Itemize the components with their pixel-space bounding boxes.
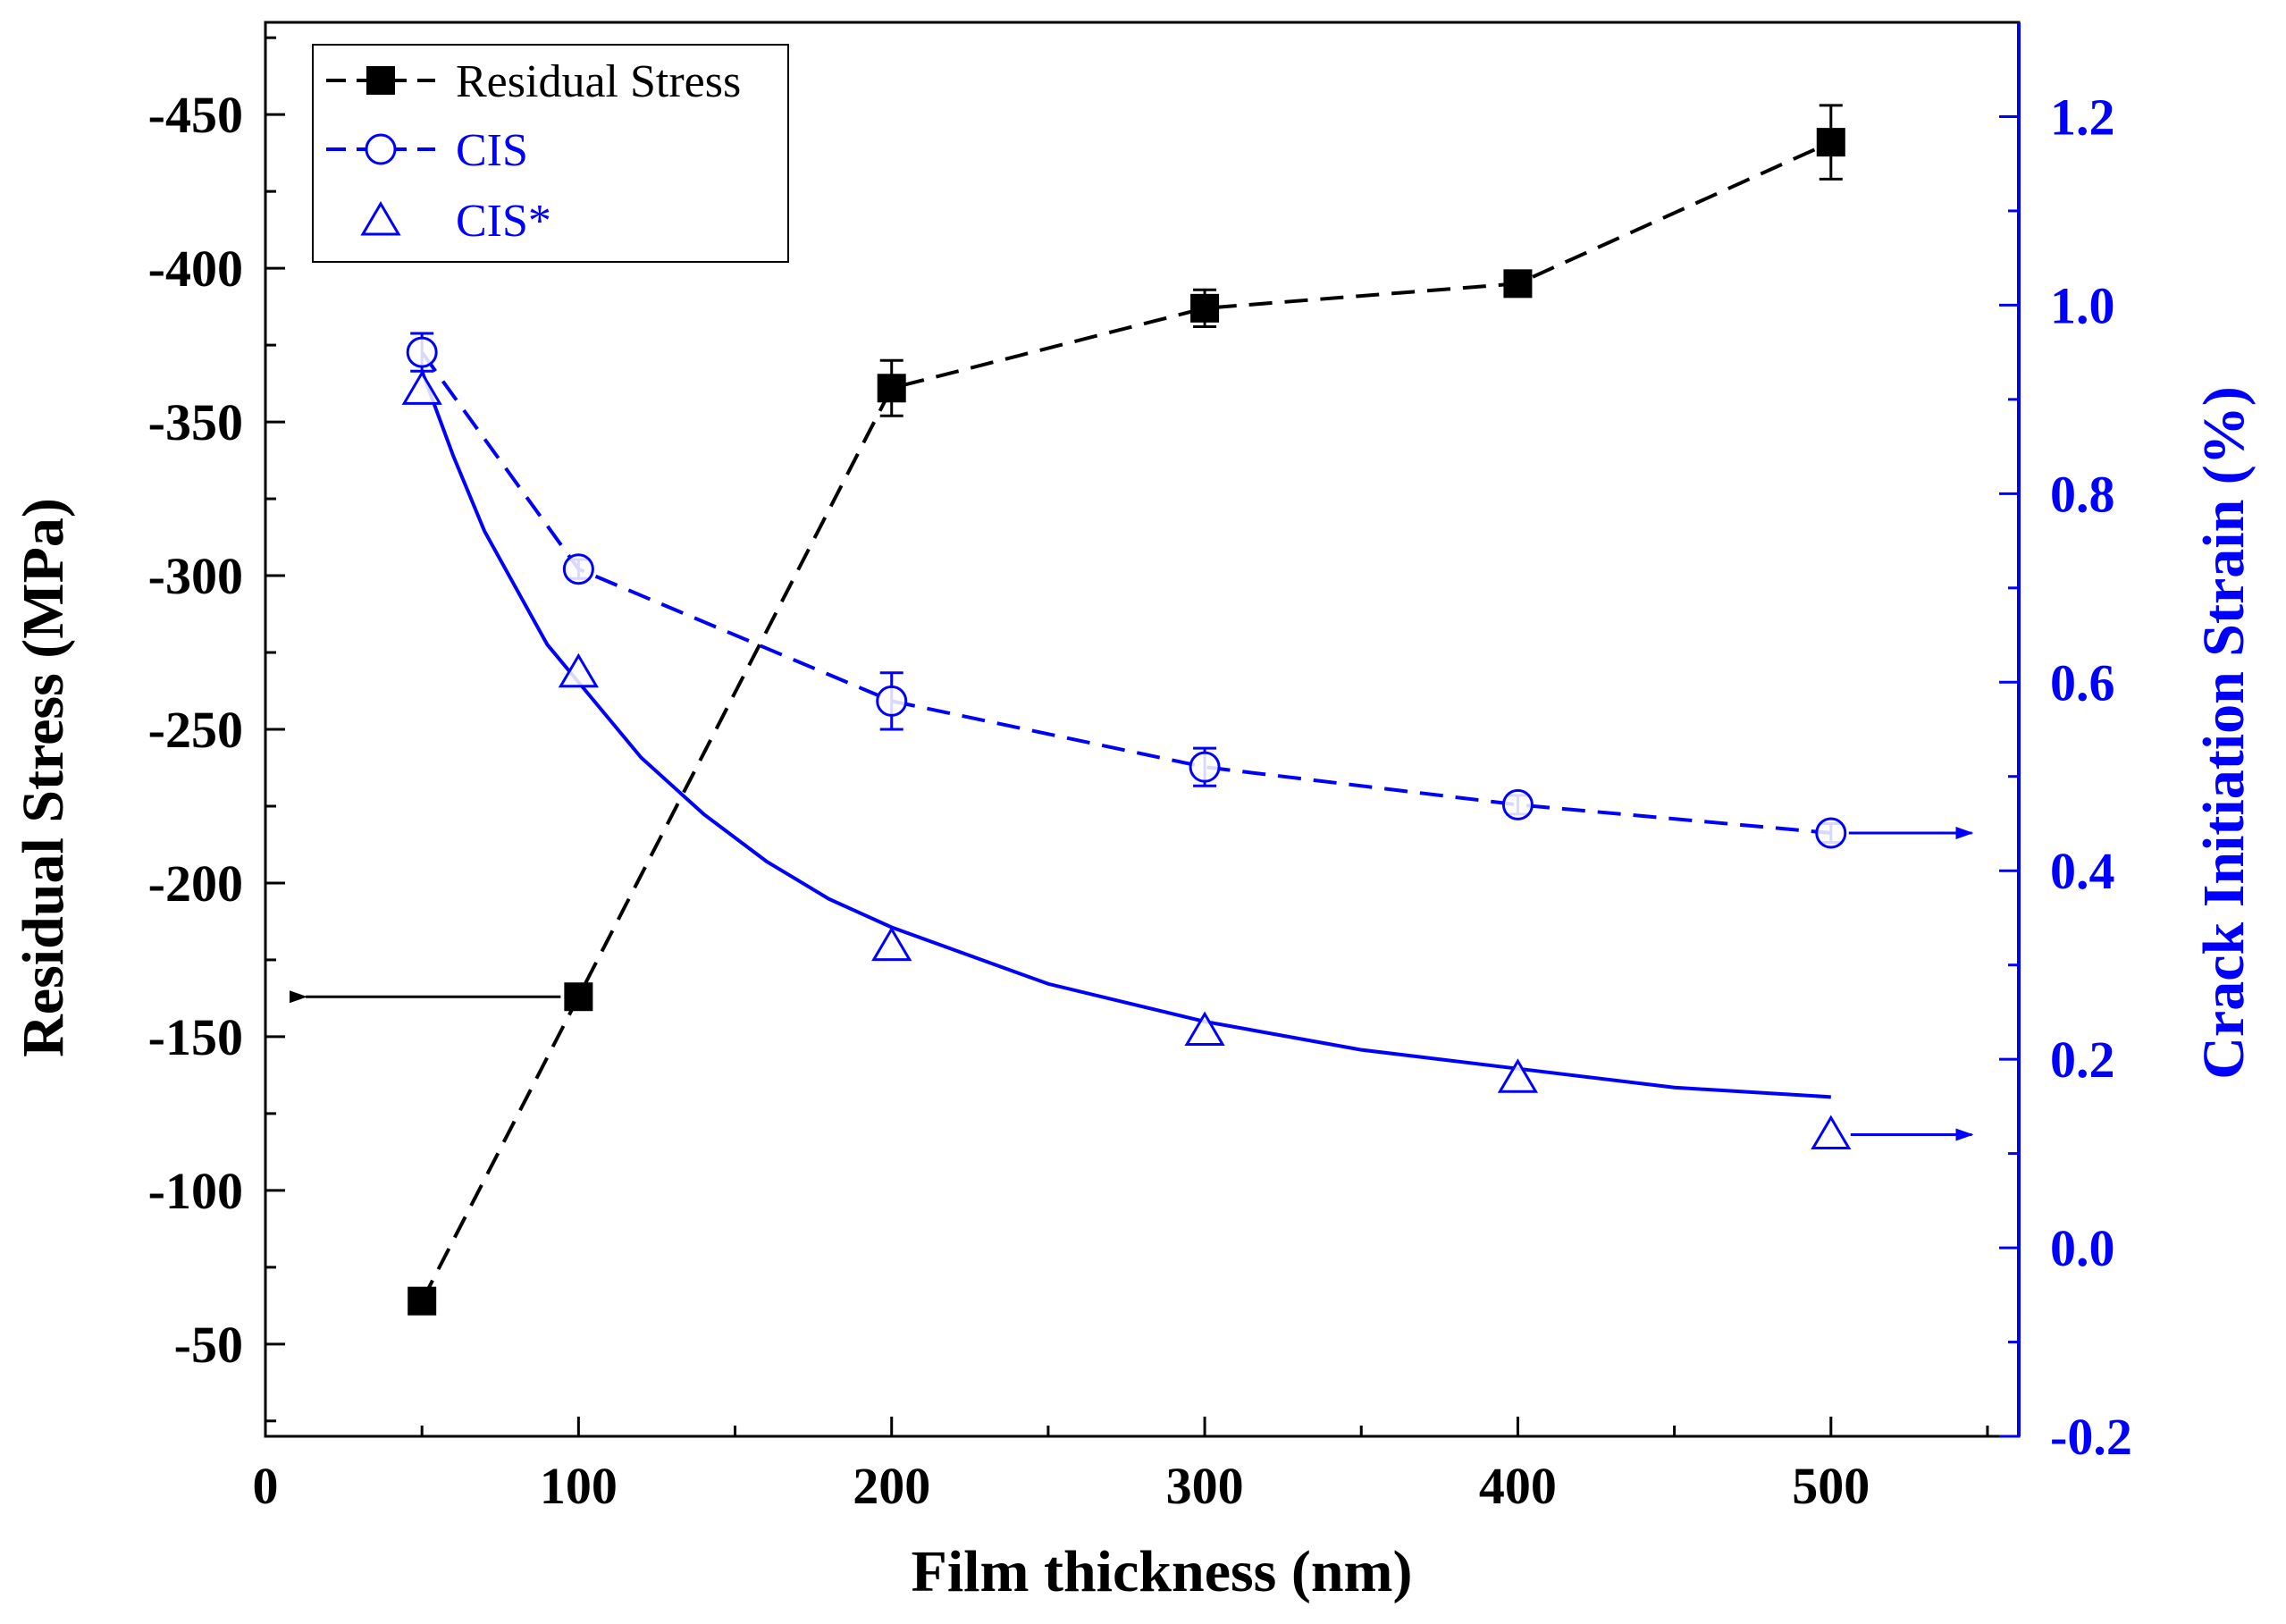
residual-stress-point [877, 374, 906, 403]
legend-label-residual-stress: Residual Stress [456, 56, 741, 107]
y-axis-left: -50 -100 -150 -200 -250 -300 -350 -400 -450 [148, 36, 285, 1423]
cis-point [562, 553, 594, 585]
cis-star-point [1811, 1115, 1852, 1150]
x-axis: 0 100 200 300 400 500 [253, 1417, 1989, 1515]
cis-star-point [1184, 1011, 1225, 1046]
x-tick-label: 0 [253, 1457, 279, 1515]
cis-point [876, 685, 908, 717]
y-right-tick-label: 0.2 [2050, 1031, 2115, 1089]
y-axis-right: -0.2 0.0 0.2 0.4 0.6 0.8 1.0 1.2 [1999, 88, 2132, 1466]
legend-label-cis: CIS [456, 125, 528, 176]
cis-star-point [1497, 1058, 1539, 1093]
x-tick-label: 100 [540, 1457, 618, 1515]
y-left-tick-label: -50 [174, 1316, 243, 1374]
y-right-tick-label: 1.2 [2050, 88, 2115, 146]
cis-point [1189, 751, 1221, 783]
y-left-tick-label: -100 [148, 1162, 243, 1220]
y-right-tick-label: -0.2 [2050, 1408, 2132, 1466]
x-tick-label: 400 [1479, 1457, 1557, 1515]
y-left-tick-label: -450 [148, 86, 243, 144]
residual-stress-point [408, 1286, 437, 1316]
cis-star-fit-curve [420, 370, 1831, 1099]
y-left-tick-label: -350 [148, 393, 243, 451]
legend-marker-cis [365, 133, 397, 165]
annotation-layer [290, 827, 1974, 1141]
y-axis-left-title: Residual Stress (MPa) [11, 498, 76, 1057]
cis-line [420, 350, 1831, 836]
y-left-tick-label: -400 [148, 240, 243, 298]
y-right-tick-label: 0.8 [2050, 465, 2115, 523]
cis-point [406, 336, 438, 368]
x-tick-label: 500 [1792, 1457, 1870, 1515]
residual-stress-point [1816, 128, 1845, 157]
cis-point [1501, 788, 1534, 820]
x-tick-label: 300 [1166, 1457, 1244, 1515]
residual-stress-point [1190, 293, 1220, 323]
y-right-tick-label: 0.6 [2050, 653, 2115, 711]
cis-star-point [558, 652, 599, 688]
residual-stress-line [420, 140, 1832, 1302]
series-layer [401, 104, 1852, 1316]
cis-star-point [871, 926, 912, 962]
legend-marker-residual-stress [366, 66, 395, 95]
y-left-tick-label: -300 [148, 547, 243, 605]
cis-star-point [401, 370, 442, 405]
legend-label-cis-star: CIS* [456, 196, 551, 247]
cis-point [1815, 817, 1847, 849]
legend-marker-cis-star [360, 201, 401, 236]
legend: Residual Stress CIS CIS* [312, 44, 789, 263]
x-tick-label: 200 [853, 1457, 930, 1515]
residual-stress-point [1503, 269, 1533, 299]
residual-stress-point [564, 982, 593, 1012]
y-right-tick-label: 0.4 [2050, 842, 2115, 900]
y-right-tick-label: 0.0 [2050, 1219, 2115, 1277]
y-left-tick-label: -250 [148, 701, 243, 759]
y-right-tick-label: 1.0 [2050, 276, 2115, 334]
y-left-tick-label: -150 [148, 1008, 243, 1066]
y-axis-right-title: Crack Initiation Strain (%) [2191, 386, 2257, 1080]
y-left-tick-label: -200 [148, 854, 243, 913]
x-axis-title: Film thickness (nm) [912, 1539, 1413, 1604]
